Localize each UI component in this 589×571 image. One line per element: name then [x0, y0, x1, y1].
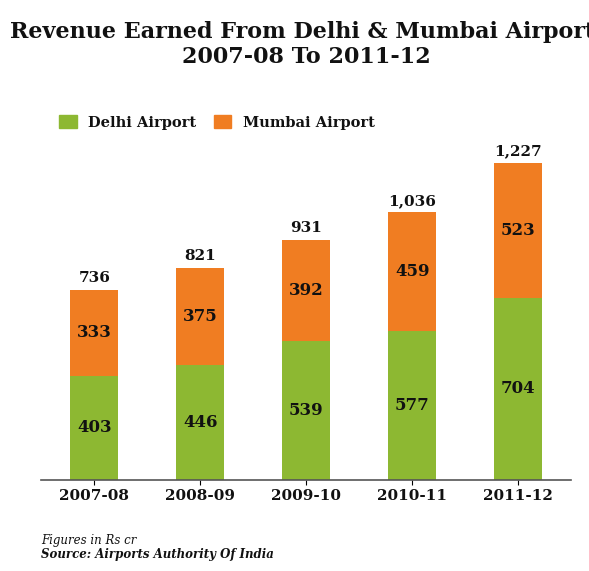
Text: 736: 736 [78, 271, 110, 285]
Title: Revenue Earned From Delhi & Mumbai Airport,
2007-08 To 2011-12: Revenue Earned From Delhi & Mumbai Airpo… [10, 21, 589, 69]
Text: 403: 403 [77, 419, 111, 436]
Text: 333: 333 [77, 324, 112, 341]
Text: Figures in Rs cr: Figures in Rs cr [41, 533, 137, 546]
Bar [71, 376, 118, 480]
Text: 931: 931 [290, 221, 322, 235]
Legend: Delhi Airport, Mumbai Airport: Delhi Airport, Mumbai Airport [59, 115, 375, 130]
Text: 539: 539 [289, 401, 323, 419]
Text: 375: 375 [183, 308, 217, 325]
Bar [71, 290, 118, 376]
Text: Source: Airports Authority Of India: Source: Airports Authority Of India [41, 548, 274, 561]
Text: 1,036: 1,036 [388, 194, 436, 208]
Text: 446: 446 [183, 413, 217, 431]
Text: 1,227: 1,227 [495, 144, 542, 159]
Text: 821: 821 [184, 250, 216, 263]
Text: 577: 577 [395, 397, 429, 414]
Text: 459: 459 [395, 263, 429, 280]
Text: 523: 523 [501, 222, 535, 239]
Bar [283, 240, 330, 341]
Text: 704: 704 [501, 380, 535, 397]
Bar [495, 298, 542, 480]
Bar [283, 341, 330, 480]
Bar [177, 268, 224, 365]
Bar [177, 365, 224, 480]
Bar [495, 163, 542, 298]
Text: 392: 392 [289, 282, 323, 299]
Bar [389, 331, 436, 480]
Bar [389, 212, 436, 331]
